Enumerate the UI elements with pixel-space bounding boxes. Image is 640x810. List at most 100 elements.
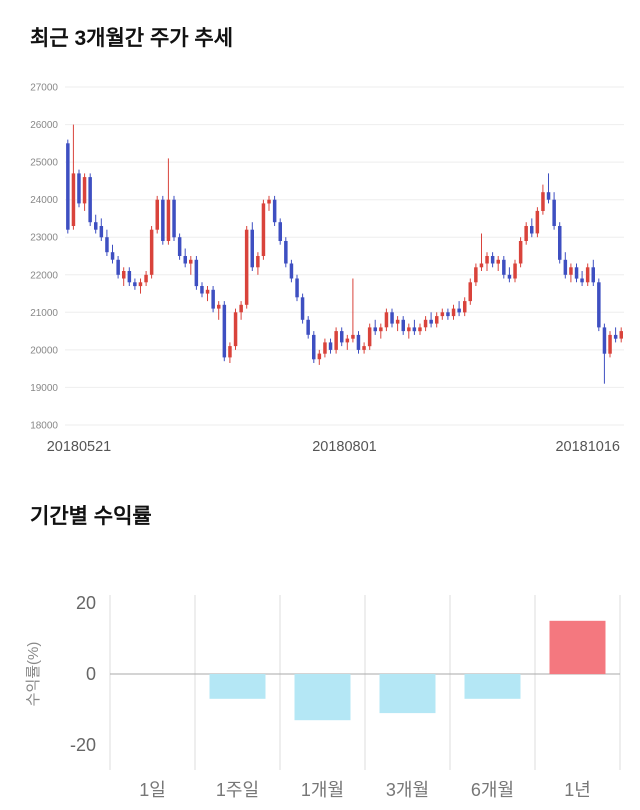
candle-body [334, 331, 338, 350]
candle-body [250, 229, 254, 268]
candle-body [261, 203, 266, 256]
candle-body [205, 289, 210, 294]
candle-body [440, 312, 445, 317]
return-bar [379, 674, 436, 714]
y-axis-tick-label: 25000 [30, 158, 58, 169]
y-axis-tick-label: 0 [86, 664, 96, 684]
candle-body [278, 222, 282, 241]
candle-body [200, 286, 204, 294]
candle-body [574, 267, 579, 279]
candle-body [228, 346, 232, 358]
y-axis-tick-label: 20000 [30, 345, 58, 356]
candle-body [457, 308, 461, 313]
candle-body [597, 282, 601, 328]
candle-body [468, 282, 472, 302]
candle-body [423, 319, 428, 328]
candle-body [546, 192, 551, 200]
candle-body [585, 267, 590, 283]
candle-body [217, 304, 221, 309]
candle-body [379, 327, 383, 332]
candle-body [563, 259, 568, 275]
candle-body [463, 301, 467, 313]
x-axis-category-label: 1주일 [216, 780, 259, 800]
candle-body [133, 282, 137, 287]
candle-body [490, 256, 495, 264]
y-axis-tick-label: 27000 [30, 83, 58, 94]
candle-body [211, 289, 215, 309]
candle-body [345, 338, 350, 343]
candle-body [244, 229, 249, 305]
candle-body [323, 342, 327, 354]
x-axis-category-label: 1일 [139, 780, 166, 800]
candle-body [149, 229, 154, 275]
y-axis-tick-label: -20 [70, 735, 96, 755]
candle-body [407, 327, 411, 332]
candle-body [395, 319, 400, 324]
candle-body [99, 226, 104, 238]
candle-body [94, 222, 98, 230]
returns-chart-title: 기간별 수익률 [30, 505, 152, 528]
candle-body [485, 256, 489, 264]
candle-body [507, 274, 512, 279]
candle-body [384, 312, 389, 328]
candle-body [496, 259, 500, 264]
return-bar [549, 620, 606, 675]
candle-body [222, 304, 227, 358]
candle-body [591, 267, 595, 283]
x-axis-category-label: 3개월 [386, 780, 429, 800]
candlestick-chart: 18000 19000 20000 21000 22000 23000 24000 25000… [30, 83, 624, 455]
candle-body [552, 199, 556, 226]
return-bar [294, 674, 351, 721]
y-axis-tick-label: 18000 [30, 421, 58, 432]
candle-body [306, 319, 310, 335]
candle-body [412, 327, 417, 332]
price-chart-title: 최근 3개월간 주가 추세 [30, 27, 234, 50]
candle-body [189, 259, 193, 264]
x-axis-date-label: 20181016 [555, 439, 620, 455]
candle-body [535, 210, 540, 234]
candle-body [356, 334, 361, 350]
candle-body [233, 312, 238, 347]
y-axis-tick-label: 21000 [30, 308, 58, 319]
x-axis-date-label: 20180521 [47, 439, 112, 455]
candle-body [256, 256, 260, 268]
candle-body [619, 331, 623, 339]
candle-body [569, 267, 573, 275]
x-axis-category-label: 6개월 [471, 780, 514, 800]
candle-body [613, 334, 618, 339]
candle-body [580, 278, 584, 283]
candle-body [513, 263, 517, 279]
candle-body [138, 282, 143, 287]
candle-body [88, 177, 92, 223]
candle-body [317, 353, 322, 360]
candle-body [77, 173, 81, 204]
candle-body [541, 192, 545, 211]
candle-body [116, 259, 120, 275]
candle-body [418, 327, 422, 332]
candle-body [295, 278, 299, 298]
candle-body [110, 252, 115, 260]
candle-body [390, 312, 394, 324]
candle-body [608, 334, 612, 354]
candle-body [558, 226, 562, 260]
x-axis-date-label: 20180801 [312, 439, 377, 455]
candle-body [267, 199, 271, 204]
candle-body [183, 256, 187, 264]
return-bar [464, 674, 521, 699]
candle-body [161, 199, 165, 241]
candle-body [479, 263, 484, 268]
candle-body [446, 312, 450, 317]
candle-body [518, 241, 523, 264]
return-bar [209, 674, 266, 699]
candle-body [429, 319, 433, 324]
candle-body [474, 267, 478, 283]
x-axis-category-label: 1개월 [301, 780, 344, 800]
y-axis-tick-label: 19000 [30, 383, 58, 394]
y-axis-title: 수익률(%) [25, 642, 42, 707]
candle-body [373, 327, 377, 332]
candle-body [351, 334, 355, 339]
candle-body [144, 274, 148, 283]
candle-body [502, 259, 506, 275]
candle-body [328, 342, 333, 350]
